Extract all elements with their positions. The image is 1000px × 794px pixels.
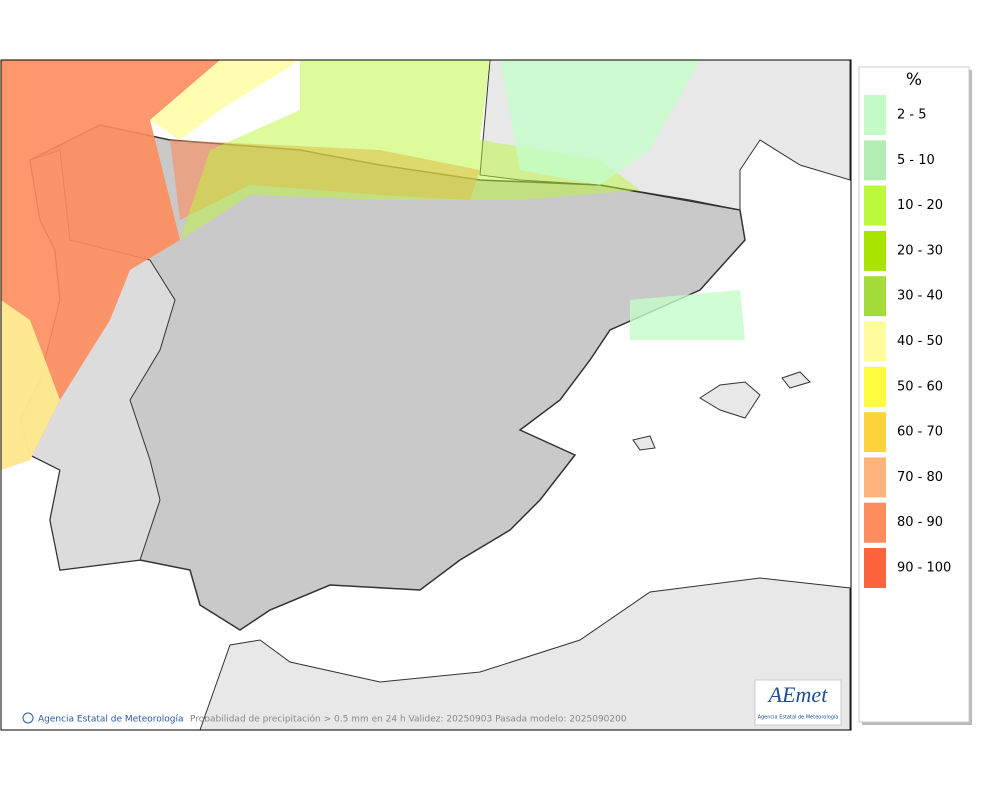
legend-label: 60 - 70 [897,425,943,440]
logo-box [754,679,842,726]
map [1,60,851,730]
map-frame [0,59,852,731]
legend-label: 80 - 90 [897,515,943,530]
legend-swatch [864,95,886,135]
ibiza [632,435,656,451]
legend-label: 40 - 50 [897,334,943,349]
menorca [781,371,811,389]
precip-area-high [1,60,220,470]
legend-label: 10 - 20 [897,198,943,213]
legend-label: 2 - 5 [897,108,927,123]
legend-label: 90 - 100 [897,561,951,576]
legend-items: 2 - 5 5 - 10 10 - 20 20 - 30 30 - 40 40 - 50 5… [864,95,951,588]
copyright-icon [22,712,34,724]
legend-swatch [864,457,886,498]
legend-swatch [864,321,886,362]
precip-area-green [180,60,640,240]
logo: AEmet [767,682,829,707]
legend-swatch [864,366,886,407]
legend-label: 20 - 30 [897,243,943,258]
credit: Agencia Estatal de Meteorología [38,715,184,725]
legend-swatch [864,230,886,271]
legend-swatch [864,185,886,226]
legend-label: 70 - 80 [897,470,943,485]
legend-label: 30 - 40 [897,289,943,304]
precip-area-light [500,60,745,340]
legend-title: % [906,70,922,90]
logo-subtitle: Agencia Estatal de Meteorología [758,714,839,721]
mallorca [699,381,761,419]
legend-swatch [864,502,886,543]
legend-label: 5 - 10 [897,153,935,168]
legend-swatch [864,548,886,588]
precip-area-mid [1,60,300,470]
legend-swatch [864,276,886,317]
africa [199,577,851,730]
legend-swatch [864,140,886,181]
legend-swatch [864,412,886,453]
legend-label: 50 - 60 [897,379,943,394]
caption: Probabilidad de precipitación > 0.5 mm e… [190,714,627,725]
